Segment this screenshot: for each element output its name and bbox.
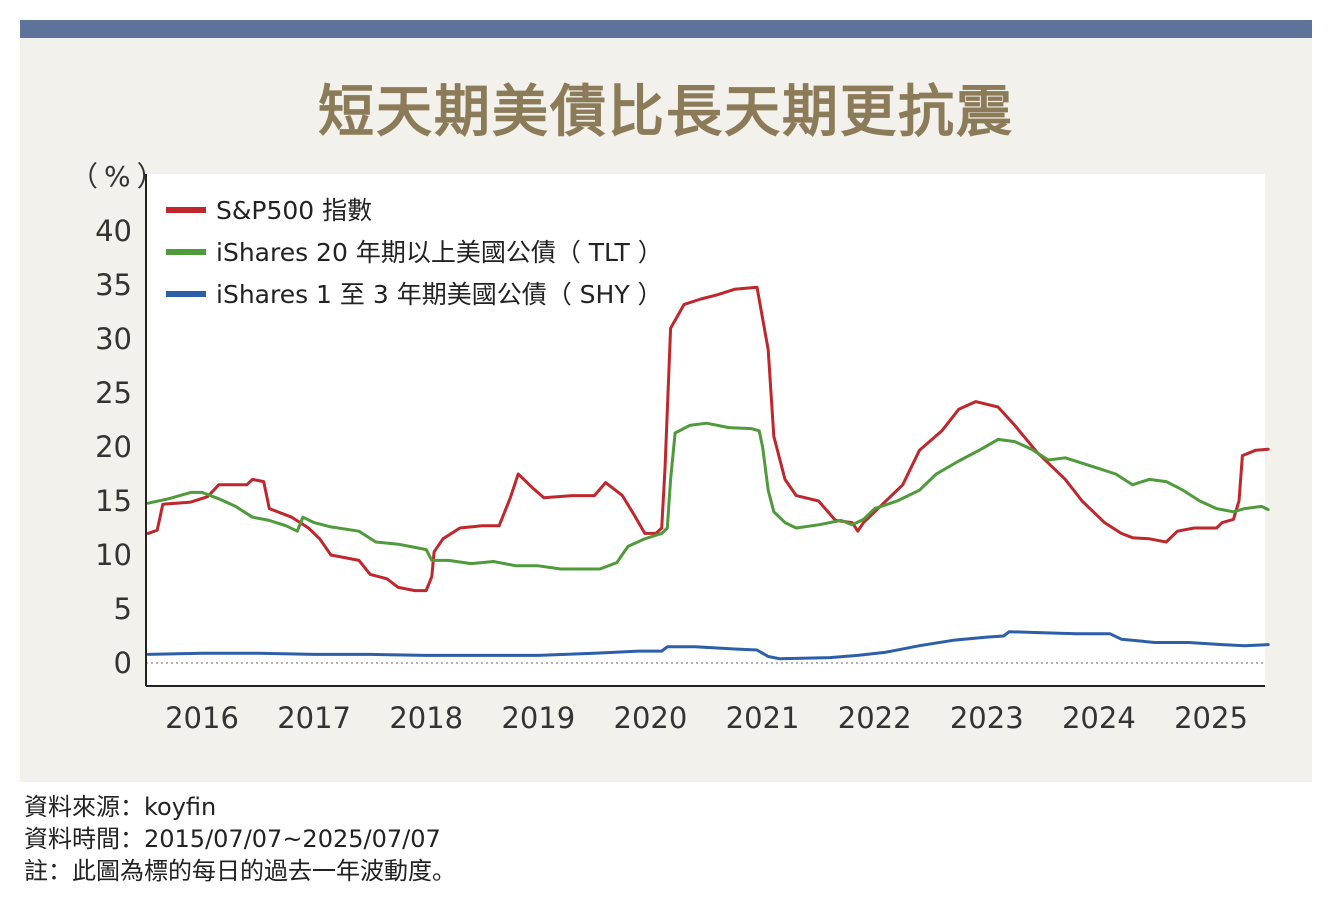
series-line-1 bbox=[146, 421, 1270, 571]
y-tick-label: 40 bbox=[95, 214, 132, 248]
legend-label-2: iShares 1 至 3 年期美國公債（ SHY ） bbox=[216, 280, 663, 309]
legend-label-1: iShares 20 年期以上美國公債（ TLT ） bbox=[216, 238, 663, 267]
chart-title: 短天期美債比長天期更抗震 bbox=[318, 80, 1014, 145]
x-tick-label: 2019 bbox=[501, 701, 575, 735]
y-tick-label: 10 bbox=[95, 538, 132, 572]
plot-area bbox=[146, 174, 1265, 686]
source-note: 資料來源：koyfin bbox=[24, 793, 217, 821]
x-tick-label: 2025 bbox=[1174, 701, 1248, 735]
x-tick-label: 2018 bbox=[389, 701, 463, 735]
period-note: 資料時間：2015/07/07~2025/07/07 bbox=[24, 825, 441, 853]
y-tick-label: 0 bbox=[114, 646, 132, 680]
series-layer bbox=[146, 285, 1270, 661]
y-tick-label: 30 bbox=[95, 322, 132, 356]
y-tick-label: 5 bbox=[114, 592, 132, 626]
legend: S&P500 指數 iShares 20 年期以上美國公債（ TLT ） iShar… bbox=[166, 196, 663, 309]
legend-label-0: S&P500 指數 bbox=[216, 196, 372, 225]
y-tick-label: 35 bbox=[95, 268, 132, 302]
y-tick-label: 25 bbox=[95, 376, 132, 410]
y-tick-labels: 0 5 10 15 20 25 30 35 40 bbox=[95, 214, 132, 680]
x-tick-label: 2022 bbox=[838, 701, 912, 735]
x-tick-label: 2023 bbox=[950, 701, 1024, 735]
x-tick-label: 2016 bbox=[165, 701, 239, 735]
x-tick-label: 2020 bbox=[614, 701, 688, 735]
series-line-0 bbox=[146, 285, 1270, 593]
x-tick-label: 2024 bbox=[1062, 701, 1136, 735]
y-tick-label: 15 bbox=[95, 484, 132, 518]
x-tick-labels: 2016 2017 2018 2019 2020 2021 2022 2023 2024 2025 bbox=[165, 701, 1248, 735]
x-tick-label: 2017 bbox=[277, 701, 351, 735]
x-tick-label: 2021 bbox=[726, 701, 800, 735]
series-line-2 bbox=[146, 630, 1270, 661]
axes-layer bbox=[145, 174, 1265, 687]
y-tick-label: 20 bbox=[95, 430, 132, 464]
top-accent-bar bbox=[20, 20, 1312, 38]
explanation-note: 註：此圖為標的每日的過去一年波動度。 bbox=[24, 857, 456, 885]
